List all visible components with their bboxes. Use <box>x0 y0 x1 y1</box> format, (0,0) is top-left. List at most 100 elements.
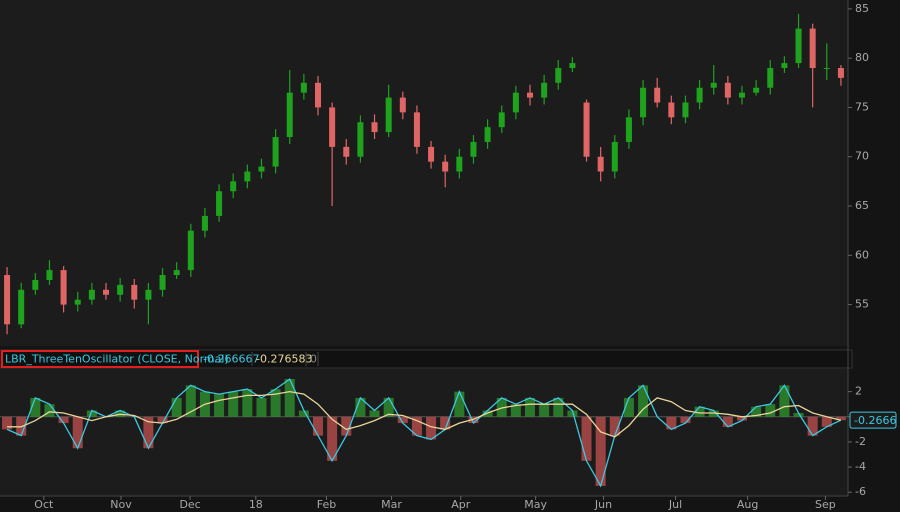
candle-body <box>74 299 81 305</box>
candle-body <box>428 146 435 162</box>
candle-body <box>527 92 533 98</box>
candle-body <box>272 137 279 167</box>
histogram-bar <box>426 416 437 440</box>
histogram-bar <box>72 416 83 449</box>
candle-body <box>329 107 336 147</box>
histogram-bar <box>397 416 408 424</box>
histogram-bar <box>355 397 366 417</box>
y-tick-label: 80 <box>855 51 869 64</box>
y-tick-label: -4 <box>855 460 866 473</box>
study-name: LBR_ThreeTenOscillator (CLOSE, Normal) <box>5 353 229 366</box>
histogram-bar <box>666 416 677 430</box>
histogram-bar <box>581 416 592 461</box>
candle-body <box>385 97 392 133</box>
candle-body <box>103 289 109 295</box>
candle-body <box>809 28 816 69</box>
histogram-bar <box>284 379 295 417</box>
candle-body <box>682 102 689 118</box>
candle-body <box>357 122 364 157</box>
histogram-bar <box>30 397 41 417</box>
candle-body <box>216 191 223 216</box>
histogram-bar <box>228 391 239 417</box>
histogram-bar <box>737 416 747 421</box>
histogram-bar <box>751 406 762 417</box>
histogram-bar <box>143 416 154 449</box>
study-name-box <box>1 350 199 368</box>
candle-body <box>597 156 604 172</box>
oscillator-line <box>6 378 842 488</box>
histogram-bar <box>270 389 281 417</box>
candle-body <box>739 92 745 98</box>
histogram-bar <box>779 385 790 417</box>
y-tick-label: 2 <box>855 385 862 398</box>
candle-body <box>625 117 632 142</box>
candle-body <box>823 68 830 70</box>
candle-body <box>60 270 67 305</box>
y-tick-label: 60 <box>855 248 869 261</box>
histogram-bar <box>821 416 832 427</box>
histogram-bar <box>623 397 634 417</box>
histogram-bar <box>539 404 550 417</box>
x-tick-label: May <box>524 498 547 511</box>
candle-body <box>583 102 590 157</box>
histogram-bar <box>765 404 776 417</box>
histogram-bar <box>369 410 380 417</box>
x-tick-label: Feb <box>317 498 336 511</box>
histogram-bar <box>171 397 182 417</box>
histogram-bar <box>214 394 225 417</box>
candle-body <box>569 63 576 69</box>
histogram-bar <box>383 397 394 417</box>
histogram-bar <box>567 410 578 417</box>
candle-body <box>315 82 321 108</box>
x-tick-label: Apr <box>451 498 471 511</box>
signal-line <box>7 390 842 438</box>
histogram-bar <box>157 416 168 424</box>
histogram-bar <box>242 389 253 417</box>
histogram-bar <box>807 416 818 436</box>
candle-body <box>710 82 717 88</box>
y-tick-label: 85 <box>855 2 869 15</box>
x-tick-label: Sep <box>815 498 836 511</box>
candle-body <box>781 63 788 69</box>
candle-body <box>201 215 208 231</box>
x-tick-label: Nov <box>110 498 132 511</box>
candle-body <box>187 230 194 271</box>
oscillator-panel <box>0 369 848 496</box>
x-tick-label: Jun <box>594 498 612 511</box>
histogram-bar <box>793 413 804 417</box>
y-tick-label: 55 <box>855 298 869 311</box>
histogram-bar <box>835 416 846 421</box>
candle-body <box>724 82 731 98</box>
histogram-bar <box>298 410 309 417</box>
header-value: -0.276583 <box>256 353 312 366</box>
histogram-bar <box>510 404 521 417</box>
candle-body <box>470 141 477 157</box>
histogram-bar <box>553 397 564 417</box>
candle-body <box>555 68 562 83</box>
x-tick-label: Dec <box>179 498 200 511</box>
candle-body <box>654 87 661 103</box>
candle-body <box>117 284 124 295</box>
candle-body <box>230 181 237 192</box>
price-panel <box>0 0 848 346</box>
header-value: 0 <box>310 353 317 366</box>
candle-body <box>244 171 251 182</box>
candle-body <box>498 112 505 128</box>
candle-body <box>541 82 548 98</box>
candle-body <box>611 141 618 172</box>
histogram-bar <box>86 410 97 417</box>
histogram-bar <box>411 416 422 436</box>
candle-body <box>442 161 449 172</box>
histogram-bar <box>185 385 196 417</box>
last-value-box <box>849 411 897 429</box>
histogram-bar <box>609 416 620 436</box>
x-tick-label: Oct <box>34 498 54 511</box>
candle-body <box>258 166 265 172</box>
x-tick-label: 18 <box>249 498 263 511</box>
candle-body <box>668 102 675 118</box>
candle-body <box>46 270 53 280</box>
y-tick-label: -6 <box>855 485 866 498</box>
histogram-bar <box>454 391 465 417</box>
histogram-bar <box>722 416 733 427</box>
